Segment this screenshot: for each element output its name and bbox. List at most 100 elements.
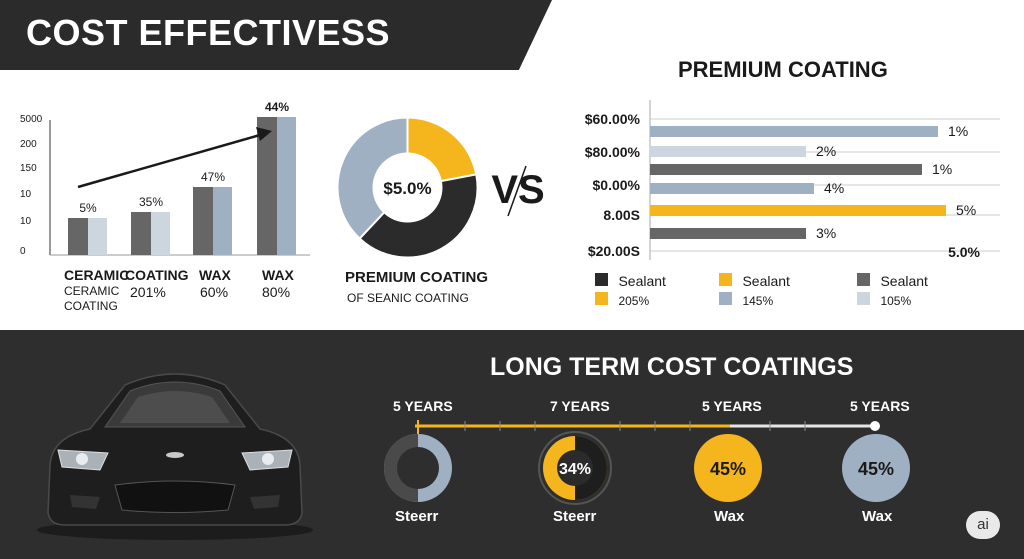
timeline-end-dot	[870, 421, 880, 431]
left-y-tick-4: 10	[20, 216, 32, 227]
page-title: COST EFFECTIVESS	[26, 12, 391, 53]
left-y-tick-5: 0	[20, 246, 26, 257]
left-sub-1a: CERAMIC	[64, 284, 120, 298]
left-bar-label-1: 35%	[139, 195, 163, 209]
legend-swatch-1	[595, 273, 608, 286]
left-bar-0-light	[88, 218, 107, 255]
timeline-svg: 34% 45% 45%	[384, 420, 910, 505]
timeline-name-2: Steerr	[553, 508, 597, 525]
legend-swatch-2	[719, 273, 732, 286]
hbar-value-4: 5%	[956, 202, 976, 218]
hbar-value-1: 2%	[816, 143, 836, 159]
left-bar-2-light	[213, 187, 232, 255]
legend-label-3: Sealant	[880, 273, 928, 289]
hbar-value-2: 1%	[932, 161, 952, 177]
legend-swatch-2b	[719, 292, 732, 305]
timeline-circle-2-hole	[557, 450, 593, 486]
left-cat-1: CERAMIC	[64, 267, 130, 283]
hbar-chart: $60.00% $80.00% $0.00% 8.00S $20.00S 1% 2% 1% 4…	[570, 100, 1010, 270]
hbar-row-label-4: $20.00S	[588, 243, 640, 259]
hbar-row-label-3: 8.00S	[603, 207, 640, 223]
left-bar-chart: 5000 200 150 10 10 0 5% 35% 47% 44%	[20, 95, 320, 320]
timeline-years-4: 5 YEARS	[850, 398, 910, 414]
hbar-value-3: 4%	[824, 180, 844, 196]
legend-item-3-value: 105%	[857, 292, 911, 310]
left-bar-3-light	[277, 117, 296, 255]
vs-label: VS	[490, 158, 550, 218]
left-bar-0-dark	[68, 218, 88, 255]
vs-slash	[507, 165, 527, 217]
legend-item-3: Sealant	[857, 273, 928, 291]
left-bar-2-dark	[193, 187, 213, 255]
donut-center-label: $5.0%	[383, 179, 431, 198]
legend-item-2: Sealant	[719, 273, 790, 291]
timeline: 34% 45% 45%	[360, 390, 920, 550]
timeline-circle-3	[694, 434, 762, 502]
timeline-name-4: Wax	[862, 508, 893, 525]
donut-slice-2	[336, 116, 409, 240]
donut-caption-1: PREMIUM COATING	[345, 269, 489, 286]
donut-chart: $5.0%	[335, 115, 480, 260]
left-sub-4: 80%	[262, 284, 291, 300]
donut-caption-2: OF SEANIC COATING	[347, 291, 469, 305]
donut-svg: $5.0%	[336, 116, 479, 259]
timeline-circle-2-ring	[538, 431, 612, 505]
hbar-end-label: 5.0%	[948, 244, 980, 260]
car-image	[30, 345, 320, 545]
timeline-years-2: 7 YEARS	[550, 398, 610, 414]
legend: Sealant 205% Sealant 145% Sealant 105%	[595, 273, 995, 313]
trend-arrow-line	[77, 133, 261, 189]
hbar-row-label-1: $80.00%	[585, 144, 641, 160]
timeline-value-2: 34%	[559, 461, 591, 478]
hbar-value-0: 1%	[948, 123, 968, 139]
left-sub-1b: COATING	[64, 299, 118, 313]
timeline-years-3: 5 YEARS	[702, 398, 762, 414]
hbar-row-label-0: $60.00%	[585, 111, 641, 127]
hbar-bar-4	[650, 205, 946, 216]
title-bar	[0, 0, 552, 70]
timeline-value-3: 45%	[710, 459, 746, 479]
hbar-title: PREMIUM COATING	[678, 57, 888, 82]
left-y-tick-3: 10	[20, 189, 32, 200]
legend-swatch-3b	[857, 292, 870, 305]
hbar-bar-2	[650, 164, 922, 175]
legend-item-1: Sealant	[595, 273, 666, 291]
left-bar-chart-svg: 5000 200 150 10 10 0 5% 35% 47% 44%	[20, 100, 310, 257]
left-cat-4: WAX	[262, 267, 294, 283]
timeline-name-1: Steerr	[395, 508, 439, 525]
legend-value-1: 205%	[618, 294, 650, 308]
hbar-bar-0	[650, 126, 938, 137]
hbar-bar-1	[650, 146, 806, 157]
left-bar-1-dark	[131, 212, 151, 255]
vs-svg: VS	[491, 165, 545, 217]
left-cat-2: COATING	[125, 267, 189, 283]
left-bar-label-2: 47%	[201, 170, 225, 184]
left-sub-3: 60%	[200, 284, 229, 300]
timeline-value-4: 45%	[858, 459, 894, 479]
legend-value-2: 145%	[742, 294, 774, 308]
legend-item-1-value: 205%	[595, 292, 649, 310]
car-svg	[37, 373, 313, 540]
left-bar-label-0: 5%	[79, 201, 97, 215]
hbar-value-5: 3%	[816, 225, 836, 241]
donut-hole	[372, 152, 443, 223]
hbar-svg: $60.00% $80.00% $0.00% 8.00S $20.00S 1% 2% 1% 4…	[585, 100, 1000, 260]
left-bar-1-light	[151, 212, 170, 255]
timeline-years-1: 5 YEARS	[393, 398, 453, 414]
left-bar-label-3: 44%	[265, 100, 289, 114]
timeline-title: LONG TERM COST COATINGS	[490, 353, 854, 381]
ai-badge: ai	[966, 511, 1000, 539]
legend-item-2-value: 145%	[719, 292, 773, 310]
timeline-circle-1-hole	[397, 447, 439, 489]
legend-value-3: 105%	[880, 294, 912, 308]
hbar-bar-5	[650, 228, 806, 239]
left-y-tick-1: 200	[20, 139, 37, 150]
timeline-circle-4	[842, 434, 910, 502]
left-bar-3-dark	[257, 117, 277, 255]
legend-swatch-1b	[595, 292, 608, 305]
left-y-tick-2: 150	[20, 163, 37, 174]
timeline-name-3: Wax	[714, 508, 745, 525]
legend-label-2: Sealant	[742, 273, 790, 289]
left-y-tick-0: 5000	[20, 114, 43, 125]
hbar-bar-3	[650, 183, 814, 194]
